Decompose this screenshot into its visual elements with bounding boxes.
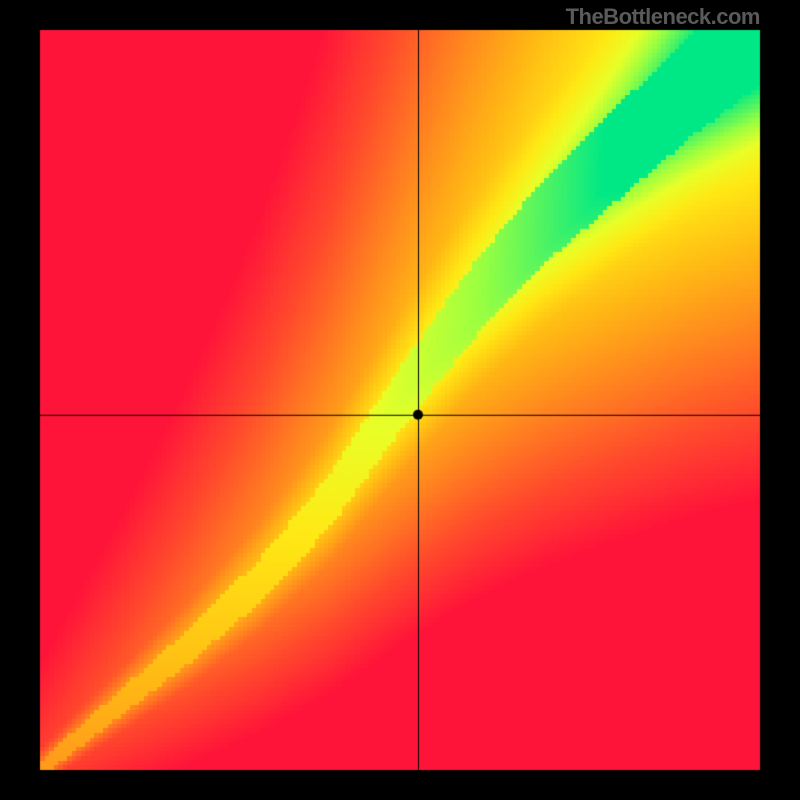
watermark-text: TheBottleneck.com xyxy=(566,4,760,30)
bottleneck-heatmap xyxy=(0,0,800,800)
chart-container: TheBottleneck.com xyxy=(0,0,800,800)
